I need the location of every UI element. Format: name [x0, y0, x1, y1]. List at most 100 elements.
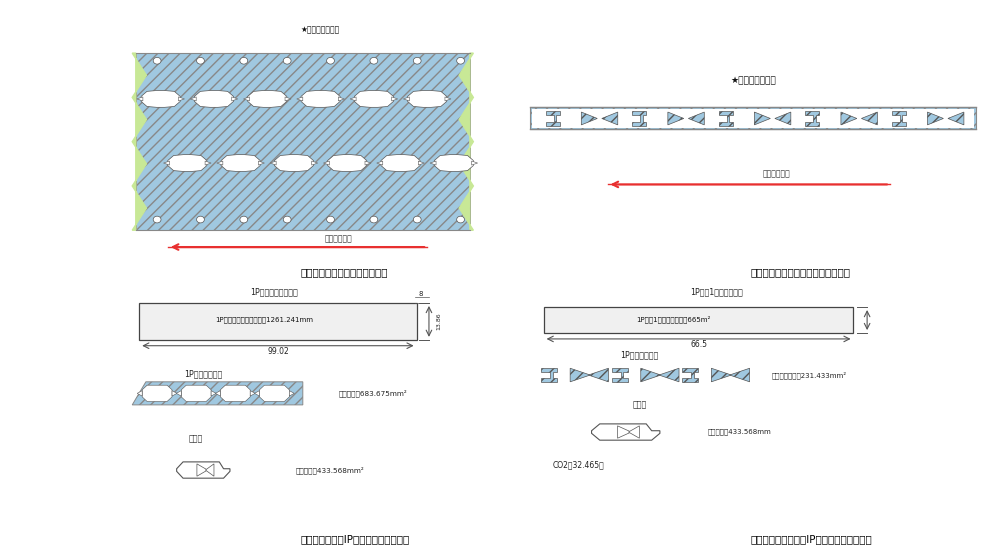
- Polygon shape: [376, 161, 382, 165]
- Polygon shape: [211, 391, 216, 396]
- Polygon shape: [137, 391, 142, 396]
- Polygon shape: [220, 385, 250, 401]
- Polygon shape: [311, 161, 317, 165]
- Polygon shape: [141, 91, 180, 107]
- Text: 素材合計面積＝231.433mm²: 素材合計面積＝231.433mm²: [772, 371, 847, 379]
- Polygon shape: [137, 97, 143, 101]
- Polygon shape: [683, 368, 699, 382]
- Polygon shape: [689, 112, 705, 125]
- Polygon shape: [659, 368, 679, 382]
- Polygon shape: [381, 155, 420, 171]
- Polygon shape: [247, 91, 287, 107]
- Polygon shape: [354, 91, 393, 107]
- Polygon shape: [948, 112, 964, 125]
- Text: プレス順送型　材料レイアウト: プレス順送型 材料レイアウト: [300, 267, 387, 277]
- Polygon shape: [296, 97, 302, 101]
- Bar: [533, 109, 974, 127]
- Polygon shape: [589, 368, 609, 382]
- Text: CO2＝32.465㎡: CO2＝32.465㎡: [553, 460, 605, 469]
- Circle shape: [326, 216, 334, 223]
- Polygon shape: [805, 111, 820, 126]
- Text: 1P当぀1の材料使用量＝665m²: 1P当぀1の材料使用量＝665m²: [637, 315, 711, 323]
- Bar: [531, 108, 976, 130]
- Text: 製品部: 製品部: [633, 400, 647, 410]
- Polygon shape: [434, 155, 473, 171]
- Text: 製品面積＝433.568mm²: 製品面積＝433.568mm²: [295, 466, 364, 474]
- Polygon shape: [327, 155, 366, 171]
- Polygon shape: [274, 155, 313, 171]
- Circle shape: [370, 216, 377, 223]
- Polygon shape: [243, 97, 249, 101]
- Text: 1P当りの材料使用量: 1P当りの材料使用量: [250, 288, 298, 297]
- Polygon shape: [755, 112, 771, 125]
- Circle shape: [283, 216, 291, 223]
- Polygon shape: [571, 368, 591, 382]
- Polygon shape: [132, 382, 302, 405]
- Text: 製品部: 製品部: [189, 434, 203, 444]
- Polygon shape: [168, 155, 207, 171]
- Polygon shape: [471, 161, 477, 165]
- Text: ★斌線部は废材部: ★斌線部は废材部: [731, 76, 776, 85]
- Text: 製品面積＝433.568mm: 製品面積＝433.568mm: [708, 429, 772, 435]
- Polygon shape: [250, 391, 255, 396]
- Polygon shape: [254, 391, 259, 396]
- Polygon shape: [258, 161, 264, 165]
- Polygon shape: [712, 368, 732, 382]
- Polygon shape: [459, 53, 473, 230]
- Polygon shape: [176, 462, 230, 478]
- Text: ★斌線部は废材部: ★斌線部は废材部: [301, 26, 340, 35]
- Circle shape: [456, 58, 464, 64]
- Text: プレス順送型　IP当たりの材料使用量: プレス順送型 IP当たりの材料使用量: [300, 534, 409, 544]
- Polygon shape: [197, 464, 207, 476]
- Polygon shape: [618, 426, 632, 438]
- Polygon shape: [350, 97, 356, 101]
- Polygon shape: [323, 161, 329, 165]
- Polygon shape: [928, 112, 943, 125]
- Polygon shape: [221, 155, 260, 171]
- Text: 99.02: 99.02: [267, 347, 289, 356]
- Polygon shape: [668, 112, 684, 125]
- Polygon shape: [541, 368, 558, 382]
- Polygon shape: [215, 391, 220, 396]
- Polygon shape: [217, 161, 223, 165]
- Circle shape: [196, 58, 204, 64]
- Polygon shape: [270, 161, 276, 165]
- Text: フォーミング加工　材料レイアウト: フォーミング加工 材料レイアウト: [751, 267, 851, 277]
- Polygon shape: [407, 91, 446, 107]
- Text: 1P当りの废材量: 1P当りの废材量: [621, 350, 659, 359]
- Polygon shape: [285, 97, 291, 101]
- Polygon shape: [301, 91, 340, 107]
- Polygon shape: [190, 97, 196, 101]
- Text: 1P当りの废材量: 1P当りの废材量: [184, 369, 222, 378]
- Polygon shape: [775, 112, 791, 125]
- FancyBboxPatch shape: [139, 303, 416, 340]
- Polygon shape: [602, 112, 618, 125]
- Circle shape: [413, 216, 421, 223]
- Polygon shape: [181, 385, 211, 401]
- Polygon shape: [132, 53, 146, 230]
- Text: 13.86: 13.86: [436, 312, 441, 330]
- Polygon shape: [592, 424, 660, 440]
- Polygon shape: [444, 97, 451, 101]
- Polygon shape: [862, 112, 877, 125]
- Polygon shape: [582, 112, 598, 125]
- Polygon shape: [418, 161, 424, 165]
- FancyBboxPatch shape: [544, 307, 854, 333]
- Circle shape: [456, 216, 464, 223]
- Circle shape: [196, 216, 204, 223]
- Bar: [136, 53, 469, 230]
- Polygon shape: [892, 111, 906, 126]
- Polygon shape: [719, 111, 733, 126]
- Polygon shape: [205, 464, 214, 476]
- Polygon shape: [259, 385, 289, 401]
- Polygon shape: [632, 111, 647, 126]
- Circle shape: [240, 58, 247, 64]
- Text: 材料進行方向: 材料進行方向: [762, 169, 790, 178]
- Polygon shape: [430, 161, 436, 165]
- Polygon shape: [178, 97, 184, 101]
- Circle shape: [153, 216, 161, 223]
- Text: 66.5: 66.5: [690, 340, 707, 349]
- Polygon shape: [194, 91, 233, 107]
- Polygon shape: [641, 368, 661, 382]
- Polygon shape: [391, 97, 397, 101]
